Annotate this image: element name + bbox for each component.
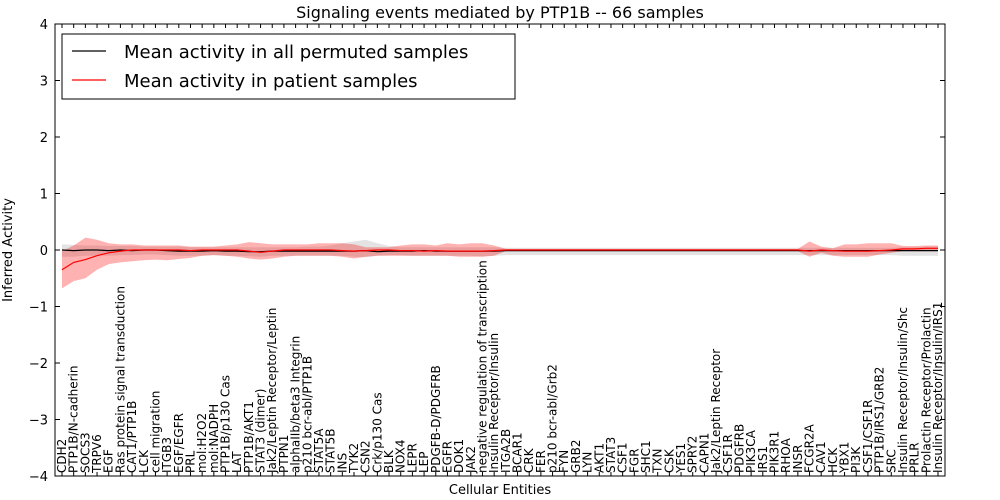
- x-tick-label: Insulin Receptor/Insulin/IRS1: [931, 302, 945, 473]
- x-tick-label: LEPR: [405, 443, 419, 473]
- x-tick-label: Prolactin Receptor/Prolactin: [919, 307, 933, 473]
- x-tick-label: PDGFB-D/PDGFRB: [429, 365, 443, 473]
- y-tick-label: 3: [40, 75, 48, 90]
- x-tick-label: PRLR: [908, 442, 922, 473]
- x-tick-label: alphaIIb/beta3 Integrin: [289, 336, 303, 473]
- x-tick-label: SOCS3: [78, 432, 92, 473]
- x-tick-label: CAV1: [814, 441, 828, 473]
- x-tick-label: negative regulation of transcription: [476, 260, 490, 473]
- y-tick-label: −3: [29, 414, 48, 429]
- y-tick-label: −4: [29, 470, 48, 485]
- x-tick-label: PTPN1: [277, 435, 291, 473]
- x-tick-label: ITGA2B: [499, 429, 513, 473]
- x-tick-label: PTP1B/IRS1/GRB2: [873, 367, 887, 473]
- x-tick-label: DOK1: [452, 439, 466, 473]
- legend-box: [61, 33, 516, 100]
- x-tick-label: FER: [534, 450, 548, 473]
- x-tick-label: PTP1B/N-cadherin: [67, 366, 81, 473]
- x-tick-label: Crk/p130 Cas: [370, 392, 384, 473]
- x-tick-label: CRK: [522, 447, 536, 473]
- x-tick-label: AKT1: [592, 443, 606, 473]
- x-tick-label: TXN: [651, 448, 665, 474]
- x-tick-label: mol:H2O2: [195, 413, 209, 473]
- x-tick-label: Ras protein signal transduction: [113, 286, 127, 473]
- x-tick-label: CAPN1: [697, 433, 711, 473]
- x-tick-label: YES1: [674, 443, 688, 474]
- x-tick-label: Insulin Receptor/Insulin/Shc: [896, 307, 910, 473]
- x-tick-label: JAK2: [464, 446, 478, 474]
- x-axis-label: Cellular Entities: [449, 483, 551, 498]
- x-tick-label: CSF1/CSF1R: [861, 400, 875, 473]
- y-tick-label: 1: [40, 188, 48, 203]
- x-tick-label: NOX4: [394, 439, 408, 473]
- x-tick-label: EGFR: [440, 441, 454, 473]
- line-series-1: [61, 247, 938, 271]
- x-tick-label: CSK: [662, 448, 676, 473]
- x-tick-label: RHOA: [779, 437, 793, 473]
- y-tick-label: −2: [29, 357, 48, 372]
- legend: Mean activity in all permuted samples Me…: [61, 33, 516, 100]
- x-tick-label: HCK: [826, 447, 840, 473]
- x-tick-label: EGF: [102, 449, 116, 473]
- y-tick-label: 0: [40, 244, 48, 259]
- x-tick-label: Jak2/Leptin Receptor/Leptin: [265, 308, 279, 474]
- x-tick-label: ITGB3: [160, 437, 174, 473]
- x-tick-label: SHC1: [639, 440, 653, 473]
- band-series-0: [62, 239, 938, 258]
- x-tick-label: mol:NADPH: [207, 404, 221, 473]
- x-tick-label: SPRY2: [686, 436, 700, 473]
- x-tick-label: PI3K: [849, 446, 863, 473]
- x-tick-label: PRL: [184, 450, 198, 473]
- x-tick-label: CDH2: [55, 439, 69, 473]
- x-tick-label: BLK: [382, 449, 396, 473]
- x-tick-label: STAT3: [604, 437, 618, 473]
- x-tick-label: STAT3 (dimer): [254, 389, 268, 473]
- x-tick-label: FGR: [627, 448, 641, 473]
- x-tick-label: LCK: [137, 449, 151, 473]
- x-tick-label: INSR: [791, 445, 805, 473]
- x-tick-label: SRC: [884, 449, 898, 473]
- x-tick-label: PIK3R1: [768, 431, 782, 473]
- x-tick-label: YBX1: [838, 442, 852, 474]
- legend-label-permuted: Mean activity in all permuted samples: [124, 42, 468, 63]
- x-tick-label: CSF1: [616, 442, 630, 473]
- x-tick-label: Jak2/Leptin Receptor: [709, 349, 723, 474]
- x-tick-label: p210 bcr-abl/PTP1B: [300, 356, 314, 473]
- x-tick-label: PTP1B/AKT1: [242, 401, 256, 473]
- x-tick-label: PTP1B/p130 Cas: [219, 375, 233, 473]
- x-tick-label: LYN: [581, 452, 595, 473]
- x-tick-label: PDGFRB: [732, 424, 746, 473]
- x-tick-label: CSF1R: [721, 434, 735, 473]
- x-tick-label: TYK2: [347, 443, 361, 474]
- x-tick-label: FYN: [557, 450, 571, 473]
- x-tick-label: Insulin Receptor/Insulin: [487, 333, 501, 473]
- band-series-1: [62, 237, 938, 289]
- x-tick-label: TRPV6: [90, 434, 104, 474]
- x-tick-label: p210 bcr-abl/Grb2: [546, 364, 560, 473]
- x-tick-label: STAT5B: [324, 429, 338, 474]
- x-tick-label: IRS1: [756, 446, 770, 473]
- x-tick-label: cell migration: [148, 391, 162, 473]
- y-tick-label: 4: [40, 18, 48, 33]
- legend-label-patient: Mean activity in patient samples: [124, 71, 418, 92]
- y-tick-label: −1: [29, 301, 48, 316]
- x-tick-label: CAT1/PTP1B: [125, 401, 139, 473]
- x-tick-label: CSN2: [359, 440, 373, 473]
- x-tick-label: LEP: [417, 451, 431, 473]
- x-tick-label: LAT: [230, 451, 244, 473]
- x-tick-label: INS: [335, 453, 349, 473]
- x-tick-label: EGF/EGFR: [172, 413, 186, 473]
- y-axis-label: Inferred Activity: [1, 198, 16, 302]
- x-tick-label: PIK3CA: [744, 429, 758, 473]
- y-tick-label: 2: [40, 131, 48, 146]
- x-tick-label: FCGR2A: [803, 423, 817, 473]
- x-tick-label: GRB2: [569, 439, 583, 473]
- x-tick-label: STAT5A: [312, 428, 326, 473]
- chart-title: Signaling events mediated by PTP1B -- 66…: [296, 3, 704, 22]
- x-tick-label: BCAR1: [511, 432, 525, 473]
